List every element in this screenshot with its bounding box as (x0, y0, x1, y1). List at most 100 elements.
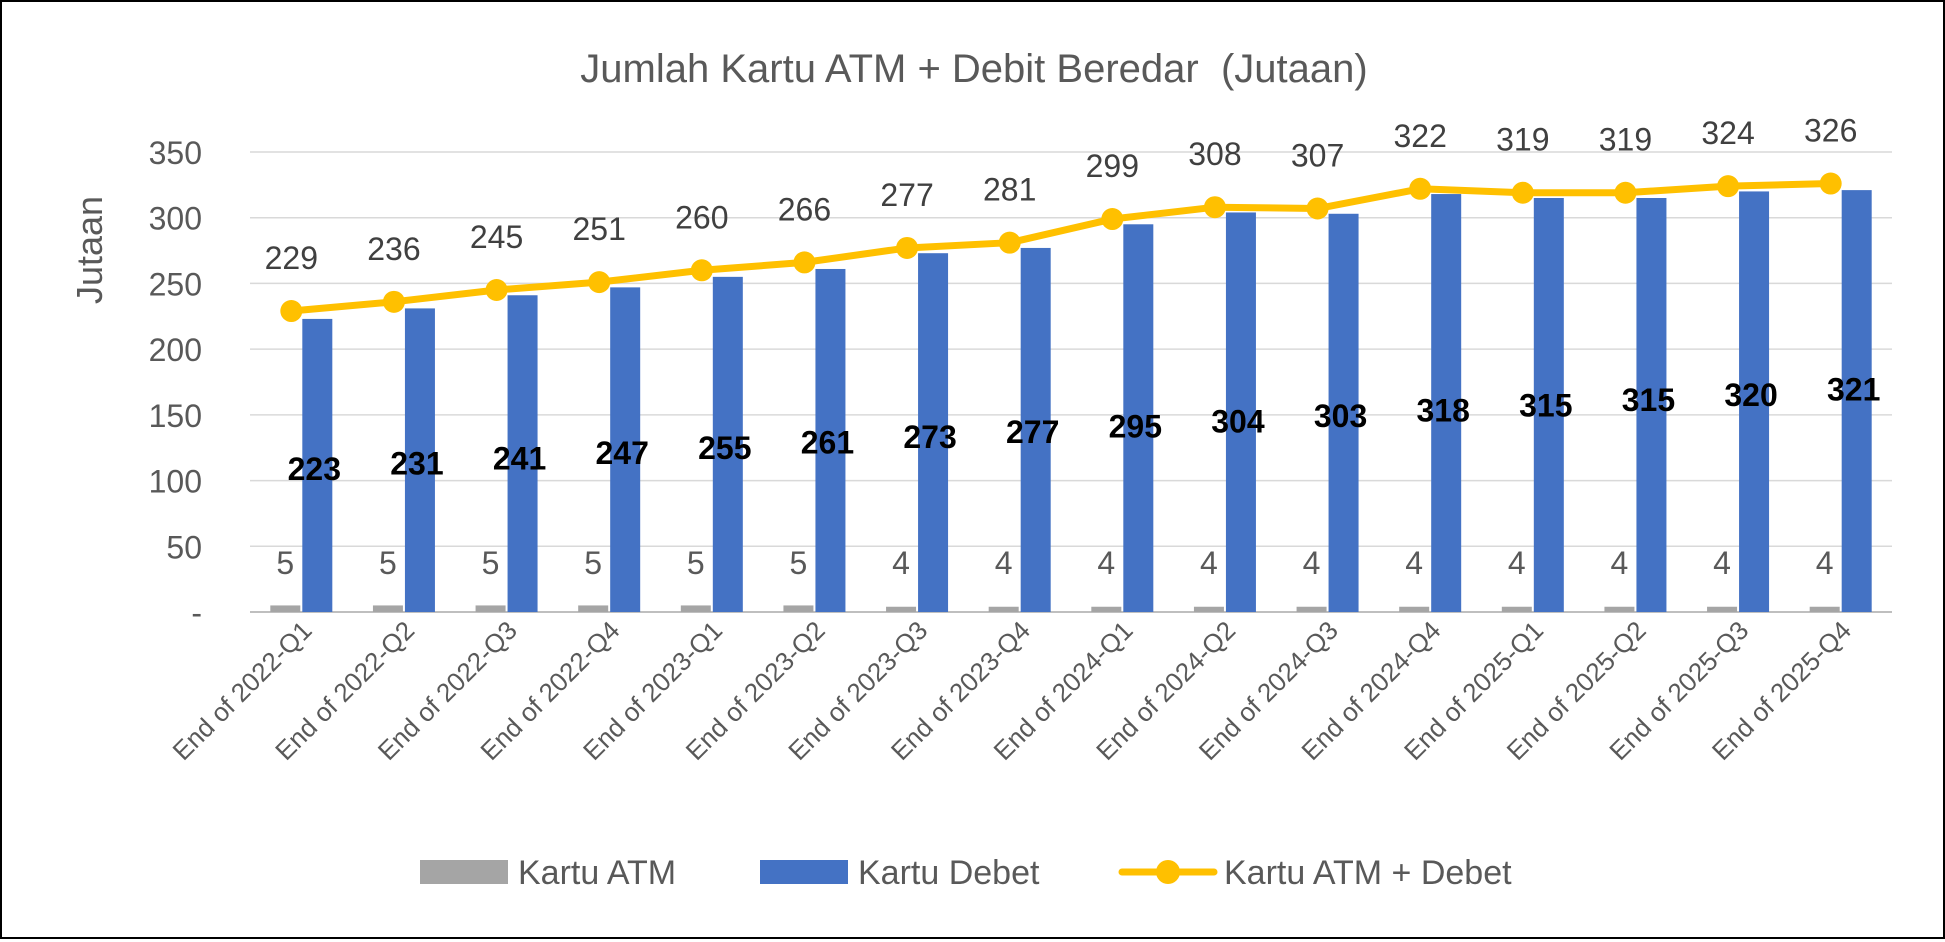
point-kartu-atm-debet (485, 279, 508, 301)
y-tick-label: - (191, 595, 202, 631)
data-label-kartu-atm-debet: 307 (1291, 138, 1344, 174)
y-tick-label: 200 (149, 332, 202, 368)
data-label-kartu-debet: 273 (903, 419, 956, 455)
bar-kartu-debet (1328, 213, 1359, 612)
bar-kartu-debet (712, 276, 743, 612)
y-tick-label: 250 (149, 266, 202, 302)
bar-kartu-debet (302, 318, 333, 612)
bar-kartu-debet (1020, 247, 1051, 612)
bar-kartu-debet (1841, 190, 1872, 612)
bar-kartu-atm (988, 606, 1019, 612)
bar-kartu-debet (1225, 212, 1256, 612)
data-label-kartu-debet: 320 (1724, 377, 1777, 413)
point-kartu-atm-debet (588, 271, 611, 294)
data-label-kartu-atm: 4 (1097, 545, 1115, 581)
data-label-kartu-debet: 321 (1827, 372, 1880, 408)
data-label-kartu-debet: 241 (493, 440, 546, 476)
bar-kartu-atm (475, 605, 506, 612)
bar-kartu-atm (783, 605, 814, 612)
legend-swatch-kartu-debet (760, 860, 848, 884)
bar-kartu-debet (1123, 224, 1154, 613)
legend-label-kartu-atm-debet: Kartu ATM + Debet (1224, 854, 1512, 892)
data-label-kartu-atm: 4 (995, 545, 1013, 581)
data-label-kartu-debet: 304 (1211, 403, 1265, 439)
data-label-kartu-atm: 4 (1611, 545, 1629, 581)
data-label-kartu-debet: 315 (1622, 382, 1675, 418)
data-label-kartu-atm: 4 (892, 545, 910, 581)
data-label-kartu-atm: 4 (1303, 545, 1321, 581)
point-kartu-atm-debet (1511, 181, 1534, 204)
data-label-kartu-debet: 315 (1519, 387, 1572, 423)
bar-kartu-debet (1739, 191, 1770, 612)
bar-kartu-atm (1707, 606, 1738, 612)
data-label-kartu-atm-debet: 245 (470, 219, 523, 255)
legend-label-kartu-atm: Kartu ATM (518, 854, 676, 892)
data-label-kartu-atm-debet: 324 (1701, 115, 1754, 151)
point-kartu-atm-debet (690, 259, 713, 282)
y-tick-label: 150 (149, 398, 202, 434)
data-label-kartu-atm-debet: 326 (1804, 113, 1857, 149)
data-label-kartu-atm: 4 (1713, 545, 1731, 581)
data-labels: 5 5 5 5 5 5 4 4 4 4 4 4 4 4 4 4 223 231 241 247 255 261 273 277… (265, 113, 1881, 581)
data-label-kartu-debet: 303 (1314, 398, 1367, 434)
data-label-kartu-atm: 5 (379, 545, 397, 581)
bar-kartu-atm (1193, 606, 1224, 612)
bar-kartu-debet (404, 308, 435, 612)
y-axis-ticks: - 50 100 150 200 250 300 350 (149, 135, 202, 631)
data-label-kartu-atm: 4 (1816, 545, 1834, 581)
bar-kartu-debet (815, 268, 846, 612)
point-kartu-atm-debet (280, 300, 303, 323)
data-label-kartu-atm-debet: 251 (572, 211, 625, 247)
data-label-kartu-atm: 4 (1508, 545, 1526, 581)
data-label-kartu-debet: 261 (801, 425, 854, 461)
data-label-kartu-debet: 277 (1006, 414, 1059, 450)
line-kartu-atm-debet (287, 180, 1835, 315)
y-axis-title: Jutaan (69, 196, 110, 304)
bar-kartu-atm (1809, 606, 1840, 612)
bar-kartu-atm (1501, 606, 1532, 612)
data-label-kartu-atm: 5 (276, 545, 294, 581)
data-label-kartu-debet: 231 (390, 446, 443, 482)
data-label-kartu-atm: 5 (584, 545, 602, 581)
data-label-kartu-atm-debet: 266 (778, 191, 831, 227)
data-label-kartu-atm-debet: 308 (1188, 136, 1241, 172)
bar-kartu-atm (578, 605, 609, 612)
data-label-kartu-atm-debet: 277 (880, 177, 933, 213)
data-label-kartu-atm: 4 (1405, 545, 1423, 581)
data-label-kartu-atm-debet: 299 (1086, 148, 1139, 184)
point-kartu-atm-debet (1717, 175, 1740, 198)
series-kartu-debet (302, 190, 1872, 613)
data-label-kartu-atm-debet: 319 (1496, 122, 1549, 158)
data-label-kartu-atm-debet: 322 (1393, 118, 1446, 154)
bar-kartu-debet (507, 295, 538, 612)
data-label-kartu-debet: 318 (1416, 393, 1469, 429)
data-label-kartu-atm-debet: 319 (1599, 122, 1652, 158)
bar-kartu-atm (680, 605, 711, 612)
bar-kartu-debet (1533, 198, 1564, 612)
series-kartu-atm (270, 605, 1840, 612)
point-kartu-atm-debet (382, 290, 405, 313)
y-tick-label: 300 (149, 201, 202, 237)
bar-kartu-debet (1431, 194, 1462, 613)
data-label-kartu-atm-debet: 236 (367, 231, 420, 267)
bar-kartu-atm (372, 605, 403, 612)
data-label-kartu-atm-debet: 281 (983, 172, 1036, 208)
point-kartu-atm-debet (1203, 196, 1226, 219)
bar-kartu-debet (918, 253, 949, 612)
bar-kartu-atm (270, 605, 301, 612)
data-label-kartu-debet: 295 (1109, 409, 1162, 445)
bar-kartu-atm (1296, 606, 1327, 612)
point-kartu-atm-debet (896, 236, 919, 259)
bar-kartu-atm (1604, 606, 1635, 612)
bar-kartu-debet (1636, 198, 1667, 612)
data-label-kartu-debet: 247 (595, 435, 648, 471)
bar-kartu-atm (1399, 606, 1430, 612)
data-label-kartu-debet: 223 (288, 451, 341, 487)
series-kartu-atm-debet (280, 172, 1842, 323)
y-tick-label: 350 (149, 135, 202, 171)
data-label-kartu-debet: 255 (698, 430, 751, 466)
data-label-kartu-atm: 4 (1200, 545, 1218, 581)
point-kartu-atm-debet (1614, 181, 1637, 204)
